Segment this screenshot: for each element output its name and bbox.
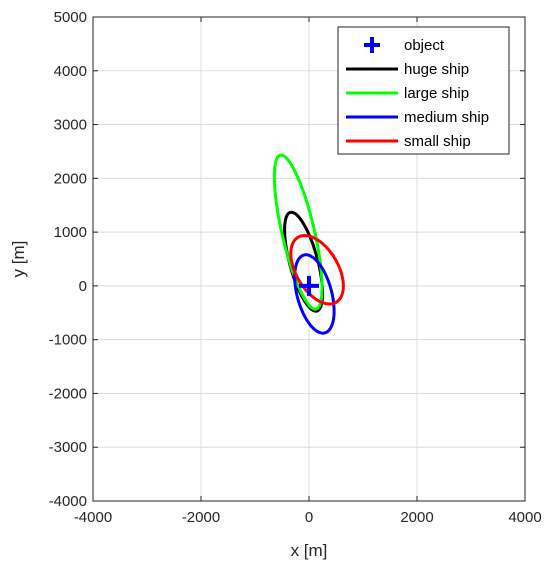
y-tick-label: 0 [79,278,87,295]
series-large-ship [272,153,324,311]
series-layer [272,153,345,335]
y-tick-label: 1000 [54,224,87,241]
series-medium-ship [293,253,336,335]
y-axis-title: y [m] [9,241,28,278]
y-tick-label: -2000 [49,385,87,402]
legend-object-marker [364,37,380,53]
y-tick-label: 2000 [54,170,87,187]
y-tick-label: -4000 [49,493,87,510]
legend-box [337,26,510,155]
y-tick-label: 5000 [54,9,87,26]
y-tick-label: 3000 [54,117,87,134]
legend: object huge ship large ship medium ship smal… [337,26,510,155]
object-marker [299,275,319,296]
x-axis-title: x [m] [291,541,328,560]
legend-medium-ship-label: medium ship [404,109,489,126]
x-tick-label: 2000 [400,509,433,526]
series-small-ship [289,234,345,306]
x-tick-label: 4000 [508,509,541,526]
x-tick-label: -4000 [74,509,112,526]
legend-huge-ship-label: huge ship [404,61,469,78]
series-huge-ship [283,210,325,313]
legend-large-ship-label: large ship [404,85,469,102]
x-tick-label: 0 [305,509,313,526]
legend-object-label: object [404,37,445,54]
legend-small-ship-label: small ship [404,133,471,150]
y-tick-label: -1000 [49,332,87,349]
ticks: -4000 -2000 0 2000 4000 -4000 -3000 -2000 -1000 0… [49,9,542,526]
y-tick-label: -3000 [49,439,87,456]
x-tick-label: -2000 [182,509,220,526]
y-tick-label: 4000 [54,63,87,80]
